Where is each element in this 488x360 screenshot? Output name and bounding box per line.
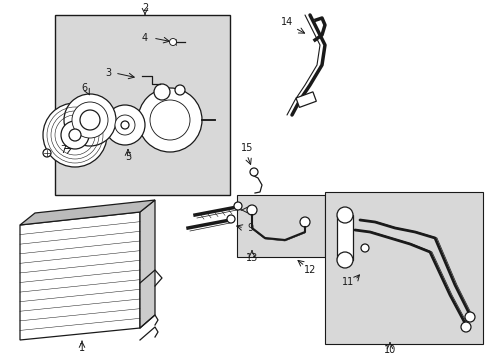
Circle shape <box>43 149 51 157</box>
Text: 11: 11 <box>341 277 353 287</box>
Circle shape <box>249 168 258 176</box>
Circle shape <box>360 244 368 252</box>
Circle shape <box>72 102 108 138</box>
Text: 4: 4 <box>142 33 148 43</box>
Circle shape <box>43 103 107 167</box>
Circle shape <box>138 88 202 152</box>
Circle shape <box>175 85 184 95</box>
Bar <box>237 195 325 257</box>
Circle shape <box>336 207 352 223</box>
Circle shape <box>115 115 135 135</box>
Bar <box>336 215 352 260</box>
Polygon shape <box>140 200 155 328</box>
Circle shape <box>336 252 352 268</box>
Circle shape <box>226 215 235 223</box>
Circle shape <box>169 39 176 45</box>
Circle shape <box>154 84 170 100</box>
Circle shape <box>61 121 89 149</box>
Text: 1: 1 <box>79 343 85 353</box>
Circle shape <box>464 312 474 322</box>
Text: 5: 5 <box>124 152 131 162</box>
Text: 2: 2 <box>142 3 148 13</box>
Circle shape <box>246 205 257 215</box>
Bar <box>295 92 316 107</box>
Circle shape <box>460 322 470 332</box>
Circle shape <box>234 202 242 210</box>
Polygon shape <box>20 200 155 225</box>
Text: 7: 7 <box>60 145 66 155</box>
Text: 6: 6 <box>81 83 87 93</box>
Polygon shape <box>20 212 140 340</box>
Circle shape <box>80 110 100 130</box>
Text: 14: 14 <box>280 17 292 27</box>
Text: 10: 10 <box>383 345 395 355</box>
Text: 13: 13 <box>245 253 258 263</box>
Text: 9: 9 <box>246 223 253 233</box>
Text: 3: 3 <box>105 68 111 78</box>
Circle shape <box>69 129 81 141</box>
Text: 8: 8 <box>246 205 253 215</box>
Text: 15: 15 <box>240 143 253 153</box>
Circle shape <box>64 94 116 146</box>
Circle shape <box>105 105 145 145</box>
Text: 12: 12 <box>303 265 316 275</box>
Bar <box>55 15 229 195</box>
Circle shape <box>121 121 129 129</box>
Bar <box>325 192 482 344</box>
Circle shape <box>150 100 190 140</box>
Circle shape <box>299 217 309 227</box>
